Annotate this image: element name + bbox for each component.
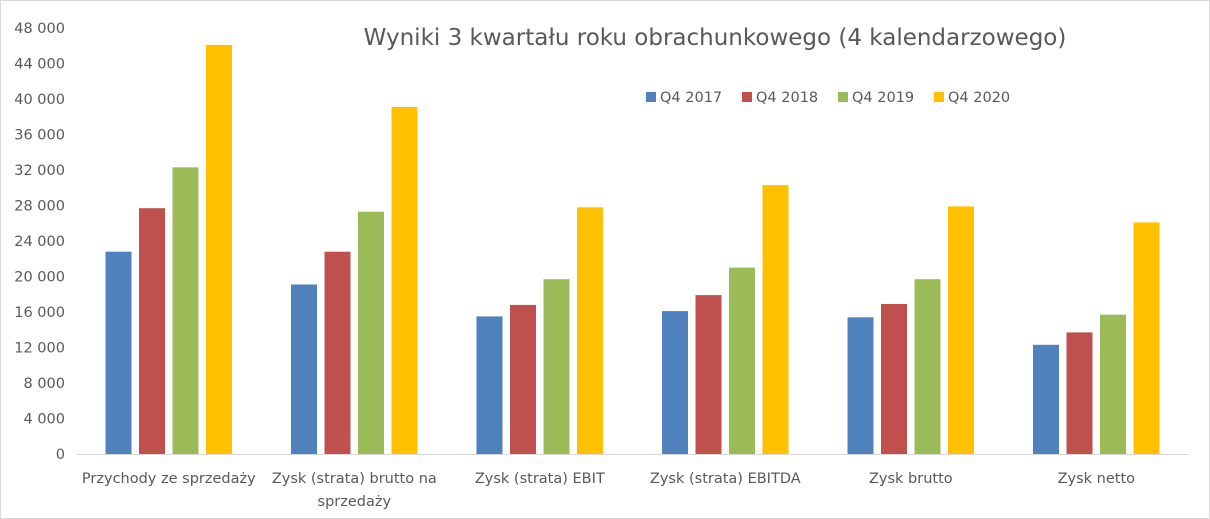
legend-label: Q4 2018 <box>756 90 818 106</box>
y-tick-label: 48 000 <box>14 21 65 37</box>
y-tick-label: 36 000 <box>14 128 65 144</box>
y-tick-label: 12 000 <box>14 341 65 357</box>
x-category-label: Zysk netto <box>1058 471 1136 487</box>
bar-q4-2019-cat-5 <box>914 279 941 454</box>
x-category-label: Zysk (strata) brutto na <box>272 471 437 487</box>
x-category-label: Przychody ze sprzedaży <box>82 471 256 487</box>
legend: Q4 2017 Q4 2018 Q4 2019 Q4 2020 <box>646 90 1010 106</box>
bar-q4-2019-cat-3 <box>543 279 570 454</box>
bar-q4-2018-cat-5 <box>881 304 907 454</box>
bar-q4-2020-cat-3 <box>577 207 603 454</box>
x-category-label: Zysk brutto <box>869 471 953 487</box>
y-tick-label: 28 000 <box>14 199 65 215</box>
bar-q4-2017-cat-5 <box>847 317 874 454</box>
bar-q4-2017-cat-6 <box>1033 344 1059 454</box>
x-category-label: Zysk (strata) EBIT <box>475 471 605 487</box>
y-tick-label: 32 000 <box>14 163 65 179</box>
legend-label: Q4 2020 <box>948 90 1010 106</box>
bar-q4-2018-cat-3 <box>510 304 536 454</box>
bar-q4-2020-cat-5 <box>948 206 974 454</box>
chart-title: Wyniki 3 kwartału roku obrachunkowego (4… <box>364 25 1067 51</box>
legend-label: Q4 2017 <box>660 90 722 106</box>
bar-q4-2020-cat-6 <box>1133 222 1160 454</box>
bar-q4-2020-cat-2 <box>391 107 418 454</box>
bar-q4-2018-cat-6 <box>1066 332 1093 454</box>
legend-label: Q4 2019 <box>852 90 914 106</box>
bars <box>105 44 1160 455</box>
y-tick-label: 24 000 <box>14 234 65 250</box>
bar-q4-2019-cat-4 <box>729 267 755 454</box>
y-tick-label: 8 000 <box>23 376 65 392</box>
legend-swatch <box>646 92 656 102</box>
y-tick-label: 4 000 <box>23 412 65 428</box>
bar-q4-2019-cat-2 <box>358 211 384 454</box>
y-tick-label: 16 000 <box>14 305 65 321</box>
bar-q4-2019-cat-6 <box>1100 314 1126 454</box>
y-tick-label: 20 000 <box>14 270 65 286</box>
y-tick-label: 44 000 <box>14 57 65 73</box>
bar-q4-2020-cat-4 <box>762 185 789 454</box>
x-axis: Przychody ze sprzedaży Zysk (strata) brut… <box>76 454 1189 510</box>
bar-q4-2017-cat-1 <box>105 251 132 454</box>
y-tick-label: 40 000 <box>14 92 65 108</box>
bar-q4-2017-cat-3 <box>476 316 503 454</box>
legend-swatch <box>934 92 944 102</box>
bar-q4-2020-cat-1 <box>206 44 232 455</box>
x-category-label: Zysk (strata) EBITDA <box>650 471 801 487</box>
x-category-label: sprzedaży <box>318 494 392 510</box>
y-axis: 0 4 000 8 000 12 000 16 000 20 000 24 000 28 00… <box>14 21 65 463</box>
bar-q4-2017-cat-2 <box>291 284 317 454</box>
bar-q4-2019-cat-1 <box>172 167 199 455</box>
bar-q4-2018-cat-1 <box>139 208 165 454</box>
legend-swatch <box>742 92 752 102</box>
bar-q4-2017-cat-4 <box>662 311 688 454</box>
legend-swatch <box>838 92 848 102</box>
bar-q4-2018-cat-4 <box>695 295 722 454</box>
bar-q4-2018-cat-2 <box>324 251 351 454</box>
y-tick-label: 0 <box>56 447 65 463</box>
